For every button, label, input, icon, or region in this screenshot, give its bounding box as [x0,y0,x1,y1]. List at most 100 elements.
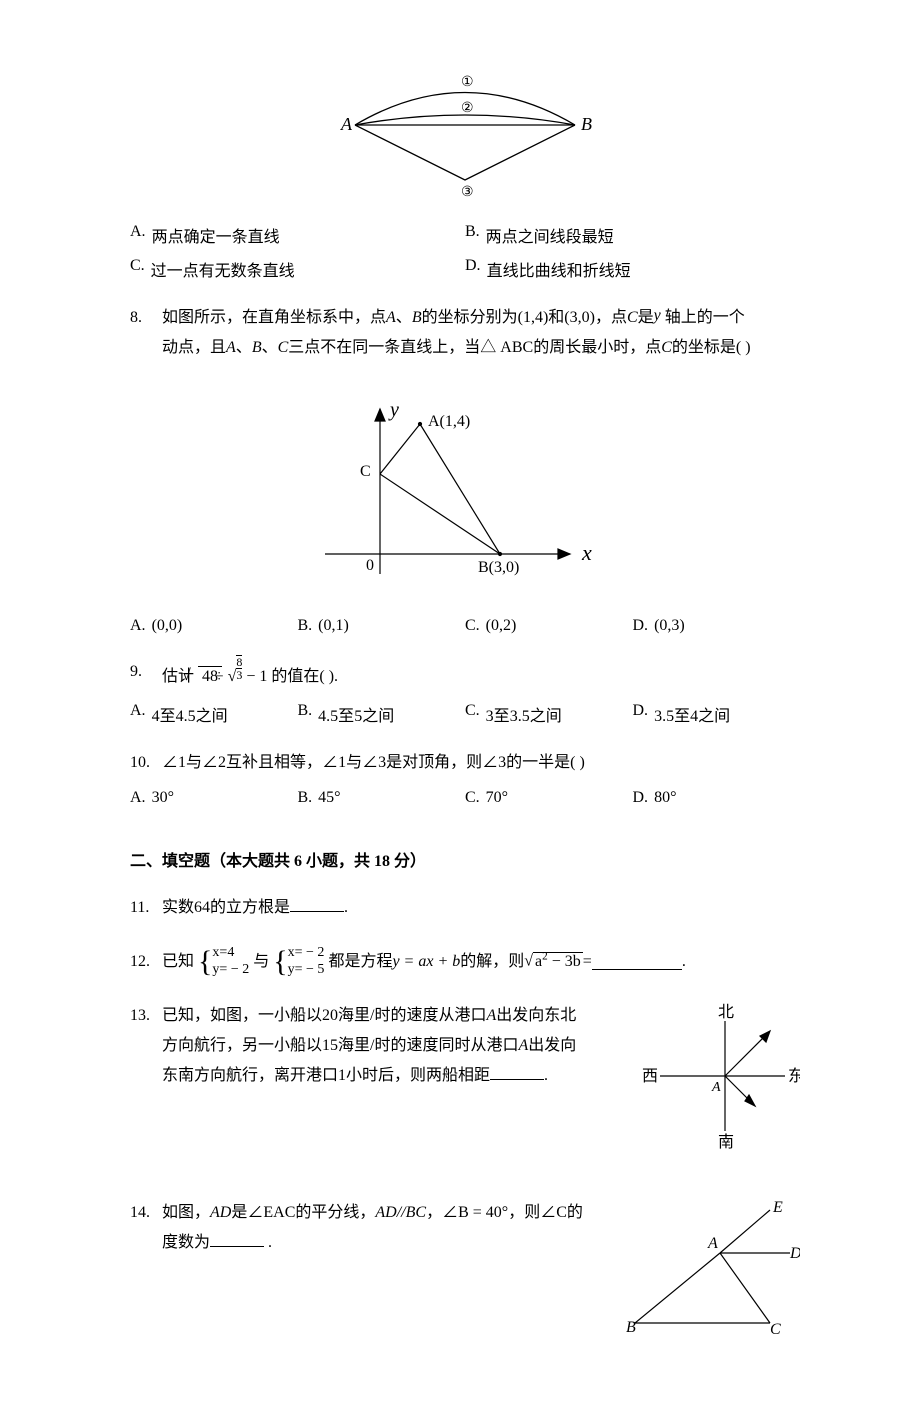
q7-choices-row1: A. 两点确定一条直线 B. 两点之间线段最短 [130,223,800,247]
section2-heading: 二、填空题（本大题共 6 小题，共 18 分） [130,847,800,871]
tail: − 1 [246,668,267,685]
t: 动点，且 [162,339,226,356]
t: ， [426,1204,442,1221]
choice-text: 80° [654,789,676,807]
q10-choices: A. 30° B.45° C.70° D. 80° [130,789,800,807]
dot: . [344,899,348,916]
q11: 11. 实数64的立方根是. [130,893,800,923]
compass-W: 西 [642,1068,658,1085]
triangle-figure: E A D B C [620,1198,800,1349]
ang1: ∠1 [162,754,186,771]
q9-num: 9. [130,657,162,687]
t: 与 [186,754,202,771]
pt-B: B [626,1319,636,1336]
q13-num: 13. [130,1001,162,1031]
choice-label: C. [465,617,480,635]
var-A2: A [226,339,236,356]
t: 如图， [162,1204,210,1221]
q10: 10. ∠1与∠2互补且相等，∠1与∠3是对顶角，则∠3的一半是( ) [130,748,800,778]
t: 如图所示，在直角坐标系中，点 [162,309,386,326]
t: 的 [567,1204,583,1221]
t: 三点不在同一条直线上，当 [288,339,480,356]
t: 的坐标分别为 [422,309,518,326]
pt-C: C [770,1321,781,1338]
axis-y: y [388,399,399,421]
t: 度数为 [162,1234,210,1251]
compass-A: A [711,1080,721,1095]
t: ，点 [595,309,627,326]
sys2-l2: y= − 5 [288,962,325,979]
var-C3: C [661,339,672,356]
t: 与 [253,947,269,977]
choice-label: A. [130,789,146,807]
q7-choices-row2: C. 过一点有无数条直线 D. 直线比曲线和折线短 [130,257,800,281]
q10-choice-C: C.70° [465,789,633,807]
par: AD//BC [375,1204,426,1221]
q7-choice-A: A. 两点确定一条直线 [130,223,465,247]
v1: 20 [322,1007,338,1024]
t: 互补且相等， [226,754,322,771]
lens-circ2: ② [461,101,474,116]
choice-text: 两点之间线段最短 [486,223,614,247]
port-A2: A [518,1037,528,1054]
point-B: B(3,0) [478,559,519,576]
q9: 9. 估计 48 √ ÷ √83 − 1 的值在( ). [130,657,800,692]
q9-choice-C: C.3至3.5之间 [465,702,633,726]
choice-label: A. [130,617,146,635]
ang1b: ∠1 [322,754,346,771]
lens-svg: A B ① ② ③ [335,70,595,200]
lens-circ1: ① [461,75,474,90]
q9-choice-A: A.4至4.5之间 [130,702,298,726]
t: 海里/时的速度同时从港口 [338,1037,518,1054]
dot: . [544,1067,548,1084]
choice-text: (0,3) [654,617,685,635]
port-A: A [486,1007,496,1024]
n: 4.5 [318,708,338,725]
q7-choice-B: B. 两点之间线段最短 [465,223,800,247]
t: 和 [548,309,564,326]
q13: 13. 已知，如图，一小船以20海里/时的速度从港口A出发向东北 方向航行，另一… [130,1001,800,1162]
q8: 8. 如图所示，在直角坐标系中，点A、B的坐标分别为(1,4)和(3,0)，点C… [130,303,800,364]
n: 4.5 [176,708,196,725]
q8-choice-B: B.(0,1) [298,617,466,635]
triangle-abc: △ ABC [480,339,533,356]
var-y: y [654,307,661,324]
t: 出发向 [528,1037,576,1054]
q10-choice-B: B.45° [298,789,466,807]
t: 出发向东北 [496,1007,576,1024]
choice-label: D. [633,702,649,720]
dot: . [682,947,686,977]
choice-label: B. [298,789,313,807]
q12-num: 12. [130,947,162,977]
choice-label: A. [130,702,146,720]
lens-B: B [581,114,592,134]
q8-choice-D: D.(0,3) [633,617,801,635]
t: 的值在( ). [271,668,338,685]
t: 的立方根是 [210,899,290,916]
choice-label: A. [130,223,146,241]
q9-choices: A.4至4.5之间 B.4.5至5之间 C.3至3.5之间 D.3.5至4之间 [130,702,800,726]
triangle-svg: E A D B C [620,1198,800,1338]
choice-text: (0,0) [152,617,183,635]
var-C: C [627,309,638,326]
num-64: 64 [194,899,210,916]
t: 至 [674,708,690,725]
choice-text: 直线比曲线和折线短 [487,257,631,281]
t: 海里/时的速度从港口 [338,1007,486,1024]
var-B2: B [252,339,262,356]
sys1-l2: y= − 2 [212,962,249,979]
dot: . [264,1234,272,1251]
choice-label: B. [465,223,480,241]
t: 已知，如图，一小船以 [162,1007,322,1024]
t: 东南方向航行，离开港口 [162,1067,338,1084]
q8-line1: 如图所示，在直角坐标系中，点A、B的坐标分别为(1,4)和(3,0)，点C是y … [162,303,800,333]
axis-x: x [581,540,592,565]
q7-choice-C: C. 过一点有无数条直线 [130,257,465,281]
choice-text: 30° [152,789,174,807]
sys2-l1: x= − 2 [288,945,325,962]
choice-label: D. [633,789,649,807]
pt-D: D [789,1245,800,1262]
q13-line3: 东南方向航行，离开港口1小时后，则两船相距. [162,1061,628,1091]
coord-30: (3,0) [564,309,595,326]
pt-A: A [707,1235,718,1252]
